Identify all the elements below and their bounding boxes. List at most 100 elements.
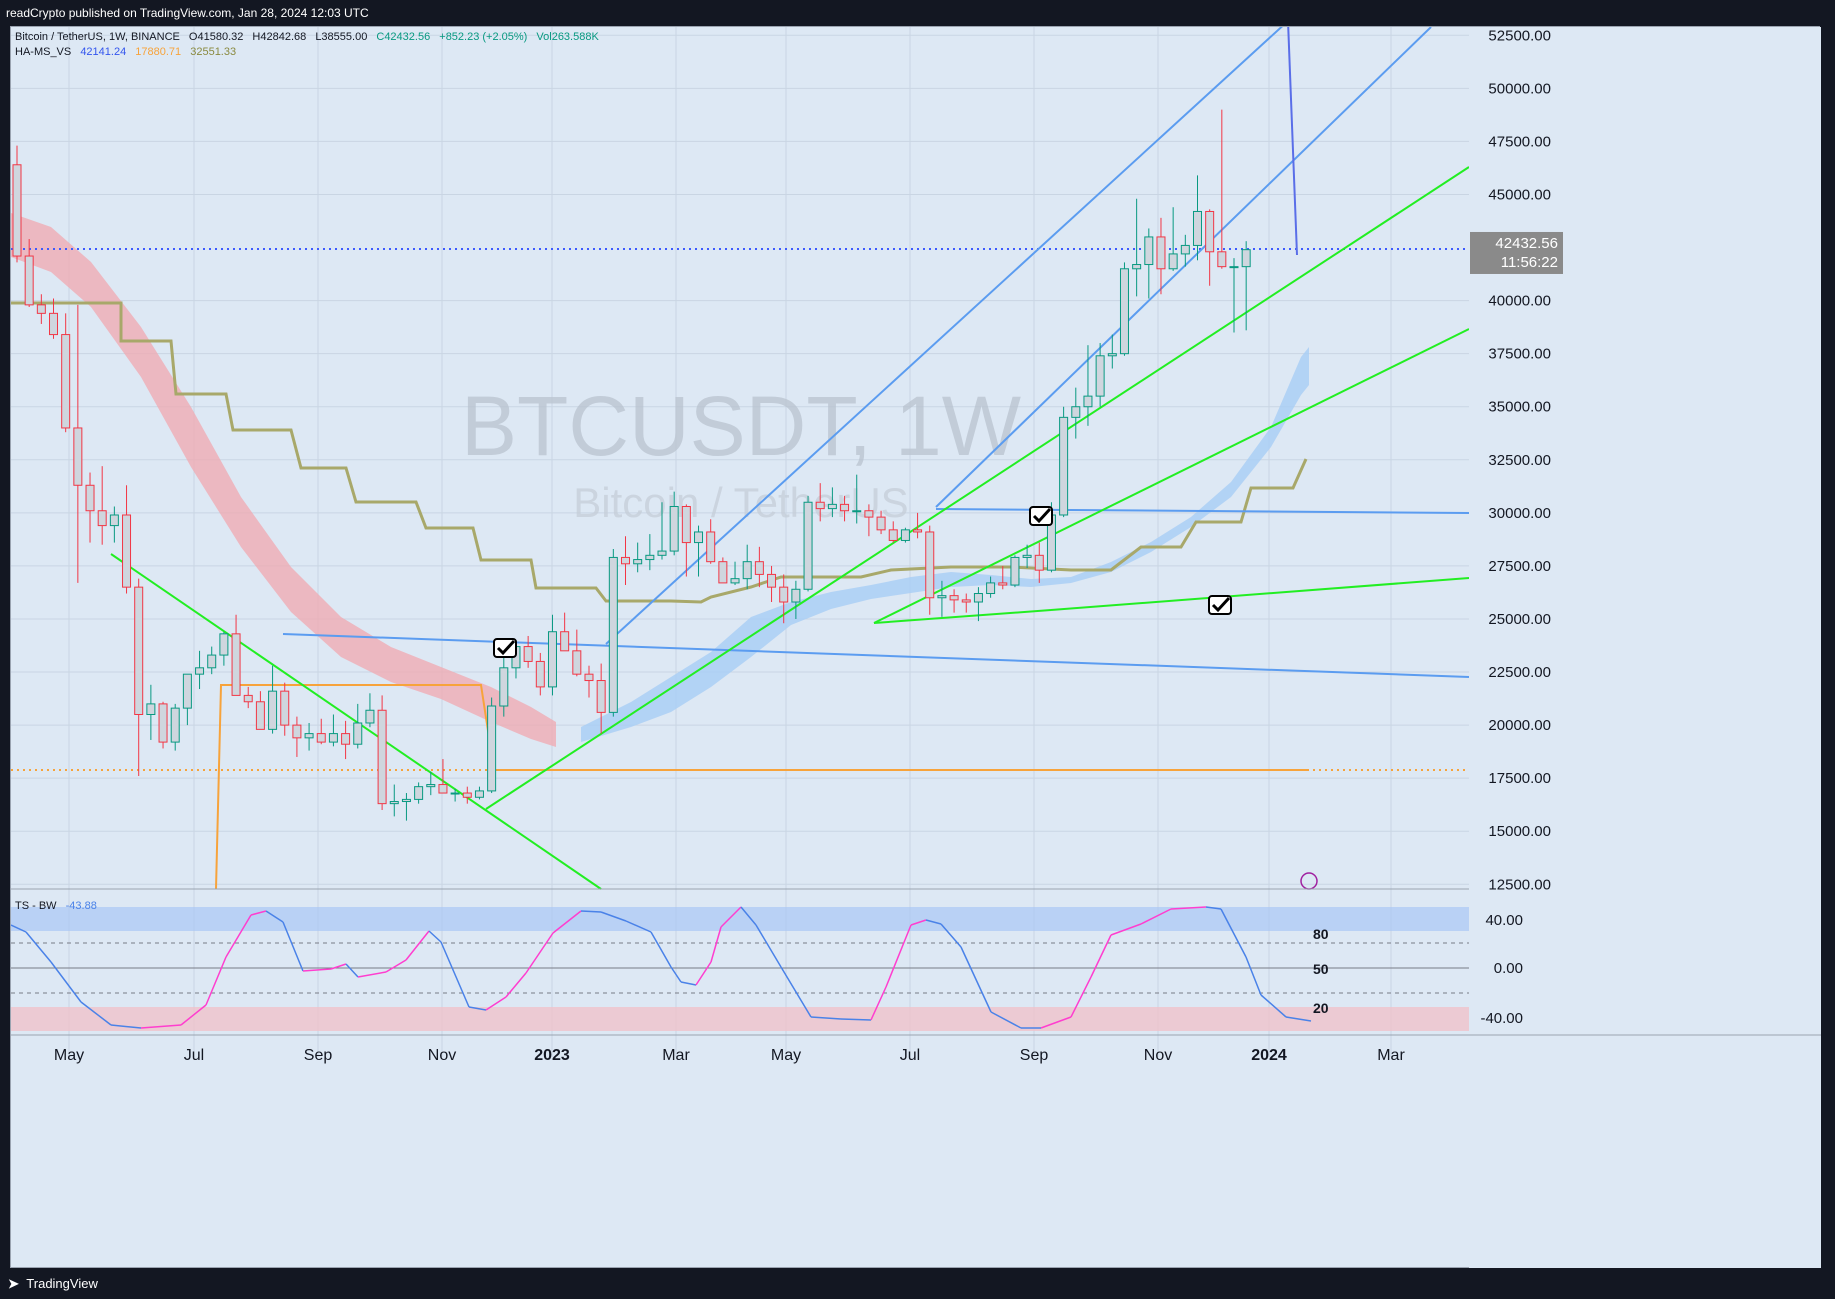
candle bbox=[961, 593, 971, 613]
candle-body bbox=[109, 514, 119, 527]
candle-body bbox=[12, 164, 22, 257]
blue-channel-lower bbox=[935, 27, 1432, 508]
osc-segment bbox=[670, 966, 682, 983]
candle bbox=[1059, 406, 1069, 518]
candle-body bbox=[754, 561, 764, 575]
candle bbox=[815, 483, 825, 522]
check-mark-icon bbox=[1208, 595, 1232, 615]
red-ribbon-band bbox=[11, 213, 556, 747]
candle bbox=[779, 574, 789, 624]
osc-segment bbox=[265, 910, 284, 923]
price-tick-label: 22500.00 bbox=[1488, 664, 1551, 681]
osc-segment bbox=[440, 941, 470, 1008]
osc-segment bbox=[225, 914, 252, 958]
time-tick-label: May bbox=[771, 1047, 801, 1064]
candle-body bbox=[328, 733, 338, 743]
candle-body bbox=[134, 586, 144, 716]
candle bbox=[24, 239, 34, 307]
price-axis: 52500.00 50000.00 47500.00 45000.00 40000.00… bbox=[1469, 27, 1821, 1269]
osc-segment bbox=[710, 926, 722, 963]
osc-segment bbox=[625, 920, 652, 933]
chart-frame[interactable]: BTCUSDT, 1W Bitcoin / TetherUS 80 50 20 52… bbox=[10, 26, 1821, 1269]
price-tick-label: 45000.00 bbox=[1488, 186, 1551, 203]
blue-horizontal-down bbox=[282, 633, 1470, 678]
candle bbox=[657, 502, 667, 560]
candle bbox=[1205, 209, 1215, 286]
candle-body bbox=[231, 633, 241, 696]
candle-body bbox=[1132, 264, 1142, 270]
osc-segment bbox=[205, 956, 227, 1006]
candle-body bbox=[961, 599, 971, 603]
footer-brand[interactable]: TradingView bbox=[26, 1276, 98, 1291]
candle-body bbox=[633, 559, 643, 565]
candle bbox=[450, 788, 460, 802]
footer-bar: ➤ TradingView bbox=[0, 1268, 1835, 1299]
green-support bbox=[1050, 577, 1470, 611]
candle bbox=[694, 525, 704, 577]
candle-body bbox=[450, 792, 460, 795]
candle bbox=[255, 691, 265, 730]
osc-segment bbox=[1205, 906, 1222, 910]
candle bbox=[1107, 334, 1117, 369]
candle-body bbox=[122, 514, 132, 588]
osc-segment bbox=[552, 910, 582, 934]
osc-tick-label: 0.00 bbox=[1494, 960, 1523, 977]
candle bbox=[1192, 175, 1202, 261]
candle bbox=[389, 784, 399, 817]
check-tick bbox=[1211, 596, 1231, 613]
price-tick-label: 15000.00 bbox=[1488, 823, 1551, 840]
candle-body bbox=[803, 501, 813, 590]
price-tick-label: 12500.00 bbox=[1488, 876, 1551, 893]
candle-body bbox=[1034, 554, 1044, 571]
candle-body bbox=[389, 801, 399, 805]
candle-body bbox=[1180, 244, 1190, 255]
candle-body bbox=[1229, 266, 1239, 269]
candle-body bbox=[1156, 236, 1166, 270]
osc-segment bbox=[1140, 908, 1172, 925]
time-axis: May Jul Sep Nov 2023 Mar May Jul Sep Nov 2024 Mar bbox=[11, 1034, 1821, 1064]
tradingview-logo-icon[interactable]: ➤ bbox=[8, 1276, 19, 1291]
candle bbox=[304, 722, 314, 751]
osc-segment bbox=[870, 986, 887, 1021]
candle-body bbox=[280, 690, 290, 726]
candle bbox=[365, 693, 375, 728]
chart-canvas[interactable]: BTCUSDT, 1W Bitcoin / TetherUS 80 50 20 52… bbox=[11, 27, 1821, 1269]
green-uptrend-mid bbox=[873, 328, 1470, 624]
candle bbox=[122, 485, 132, 594]
candle-body bbox=[681, 505, 691, 544]
candle bbox=[742, 544, 752, 590]
osc-segment bbox=[940, 923, 962, 948]
candle bbox=[231, 614, 241, 696]
candle-body bbox=[730, 578, 740, 584]
candle-body bbox=[414, 786, 424, 800]
candle-body bbox=[864, 510, 874, 518]
high-value: H42842.68 bbox=[252, 31, 307, 43]
candle-body bbox=[292, 724, 302, 739]
candle bbox=[998, 565, 1008, 590]
candle-body bbox=[1217, 251, 1227, 268]
candle-body bbox=[24, 255, 34, 306]
candle-body bbox=[718, 561, 728, 584]
osc-segment bbox=[740, 906, 757, 926]
osc-segment bbox=[282, 921, 304, 972]
osc-segment bbox=[80, 1001, 112, 1026]
osc-segment bbox=[1245, 956, 1262, 996]
time-tick-label: Jul bbox=[900, 1047, 920, 1064]
candle-body bbox=[840, 503, 850, 512]
time-tick-label: Nov bbox=[1144, 1047, 1172, 1064]
osc-segment bbox=[345, 963, 359, 978]
indicator-name: HA-MS_VS bbox=[15, 46, 72, 58]
osc-segment bbox=[330, 963, 347, 970]
candle-body bbox=[1119, 268, 1129, 355]
candle bbox=[49, 298, 59, 339]
candle bbox=[438, 759, 448, 794]
osc-segment bbox=[1040, 1016, 1072, 1029]
candle bbox=[560, 612, 570, 652]
price-tick-label: 50000.00 bbox=[1488, 80, 1551, 97]
candle-body bbox=[85, 484, 95, 512]
osc-segment bbox=[1260, 994, 1287, 1018]
candle-body bbox=[694, 531, 704, 544]
osc-segment bbox=[925, 919, 942, 925]
watermark-symbol: BTCUSDT, 1W bbox=[461, 379, 1021, 473]
candle-body bbox=[523, 646, 533, 662]
